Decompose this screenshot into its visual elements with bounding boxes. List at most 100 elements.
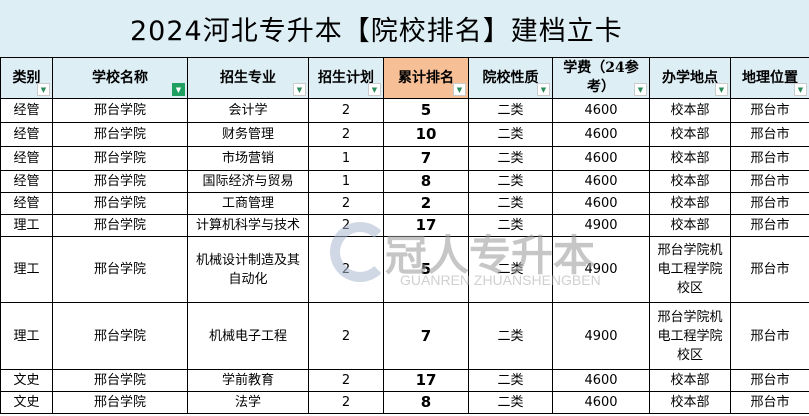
column-header: 类别 ▼ bbox=[0, 57, 53, 99]
table-cell: 邢台市 bbox=[730, 192, 809, 215]
table-cell: 经管 bbox=[0, 122, 53, 147]
filter-dropdown-icon[interactable]: ▼ bbox=[37, 83, 50, 96]
column-header: 办学地点 ▼ bbox=[649, 57, 731, 99]
table-cell: 法学 bbox=[187, 391, 309, 414]
column-header: 学费（24参考） ▼ bbox=[552, 57, 650, 99]
table-cell: 2 bbox=[308, 122, 384, 147]
table-cell: 理工 bbox=[0, 236, 53, 303]
table-cell: 4600 bbox=[552, 391, 650, 414]
table-cell: 邢台学院 bbox=[52, 122, 188, 147]
table-cell: 二类 bbox=[468, 146, 553, 171]
filter-dropdown-icon[interactable]: ▼ bbox=[794, 83, 807, 96]
table-cell: 二类 bbox=[468, 236, 553, 303]
column-header: 招生计划 ▼ bbox=[308, 57, 384, 99]
table-cell: 邢台学院 bbox=[52, 146, 188, 171]
column-header-label: 累计排名 bbox=[398, 69, 454, 86]
column-header: 学校名称 ▼ bbox=[52, 57, 188, 99]
table-cell: 邢台学院 bbox=[52, 369, 188, 392]
table-cell: 财务管理 bbox=[187, 122, 309, 147]
table-cell: 机械电子工程 bbox=[187, 302, 309, 370]
table-cell: 文史 bbox=[0, 391, 53, 414]
table-cell: 4600 bbox=[552, 122, 650, 147]
table-cell: 经管 bbox=[0, 192, 53, 215]
table-cell: 邢台市 bbox=[730, 170, 809, 193]
table-row: 经管 邢台学院 会计学 2 5 二类 4600 校本部 邢台市 bbox=[0, 98, 809, 123]
filter-dropdown-icon[interactable]: ▼ bbox=[453, 83, 466, 96]
table-cell: 10 bbox=[383, 122, 469, 147]
table-cell: 校本部 bbox=[649, 391, 731, 414]
table-cell: 7 bbox=[383, 146, 469, 171]
table-cell: 8 bbox=[383, 170, 469, 193]
table-cell: 邢台市 bbox=[730, 214, 809, 237]
filter-dropdown-icon[interactable]: ▼ bbox=[293, 83, 306, 96]
column-header-label: 类别 bbox=[12, 69, 41, 86]
table-cell: 邢台学院 bbox=[52, 214, 188, 237]
table-cell: 邢台市 bbox=[730, 236, 809, 303]
table-cell: 2 bbox=[308, 192, 384, 215]
table-cell: 经管 bbox=[0, 98, 53, 123]
filter-dropdown-icon[interactable]: ▼ bbox=[715, 83, 728, 96]
table-row: 理工 邢台学院 机械设计制造及其自动化 2 5 二类 4900 邢台学院机电工程学院校区 邢台市 bbox=[0, 236, 809, 303]
table-cell: 5 bbox=[383, 98, 469, 123]
table-cell: 4600 bbox=[552, 170, 650, 193]
table-cell: 工商管理 bbox=[187, 192, 309, 215]
column-header-label: 学校名称 bbox=[92, 69, 148, 86]
table-cell: 2 bbox=[308, 98, 384, 123]
table-cell: 二类 bbox=[468, 391, 553, 414]
table-cell: 2 bbox=[308, 236, 384, 303]
table-row: 理工 邢台学院 计算机科学与技术 2 17 二类 4900 校本部 邢台市 bbox=[0, 214, 809, 237]
header-row: 类别 ▼ 学校名称 ▼ 招生专业 ▼ 招生计划 ▼ 累计排名 ▼ 院校性质 ▼ 学费（24参考） ▼ 办学地… bbox=[0, 57, 809, 99]
table-cell: 4600 bbox=[552, 369, 650, 392]
table-cell: 经管 bbox=[0, 170, 53, 193]
table-cell: 4600 bbox=[552, 146, 650, 171]
table-cell: 4900 bbox=[552, 236, 650, 303]
table-cell: 校本部 bbox=[649, 214, 731, 237]
table-row: 文史 邢台学院 法学 2 8 二类 4600 校本部 邢台市 bbox=[0, 391, 809, 414]
table-cell: 二类 bbox=[468, 98, 553, 123]
table-cell: 邢台学院机电工程学院校区 bbox=[649, 236, 731, 303]
table-row: 文史 邢台学院 学前教育 2 17 二类 4600 校本部 邢台市 bbox=[0, 369, 809, 392]
column-header-label: 招生专业 bbox=[220, 69, 276, 86]
table-cell: 2 bbox=[308, 214, 384, 237]
column-header-label: 招生计划 bbox=[318, 69, 374, 86]
table-cell: 4600 bbox=[552, 98, 650, 123]
table-cell: 机械设计制造及其自动化 bbox=[187, 236, 309, 303]
table-cell: 理工 bbox=[0, 214, 53, 237]
column-header-label: 院校性质 bbox=[482, 69, 539, 86]
table-cell: 17 bbox=[383, 214, 469, 237]
table-row: 理工 邢台学院 机械电子工程 2 7 二类 4900 邢台学院机电工程学院校区 邢台市 bbox=[0, 302, 809, 370]
table-cell: 邢台学院 bbox=[52, 302, 188, 370]
table-cell: 校本部 bbox=[649, 122, 731, 147]
table-cell: 校本部 bbox=[649, 98, 731, 123]
table-cell: 2 bbox=[383, 192, 469, 215]
table-cell: 二类 bbox=[468, 170, 553, 193]
column-header: 招生专业 ▼ bbox=[187, 57, 309, 99]
filter-dropdown-icon[interactable]: ▼ bbox=[634, 83, 647, 96]
table-cell: 2 bbox=[308, 302, 384, 370]
table-cell: 邢台市 bbox=[730, 122, 809, 147]
table-row: 经管 邢台学院 工商管理 2 2 二类 4600 校本部 邢台市 bbox=[0, 192, 809, 215]
table-cell: 邢台学院 bbox=[52, 170, 188, 193]
page-title: 2024河北专升本【院校排名】建档立卡 bbox=[0, 0, 809, 57]
filter-dropdown-icon[interactable]: ▼ bbox=[368, 83, 381, 96]
filter-dropdown-icon[interactable]: ▼ bbox=[537, 83, 550, 96]
table-cell: 邢台学院 bbox=[52, 98, 188, 123]
table-cell: 计算机科学与技术 bbox=[187, 214, 309, 237]
table-cell: 二类 bbox=[468, 192, 553, 215]
table-row: 经管 邢台学院 国际经济与贸易 1 8 二类 4600 校本部 邢台市 bbox=[0, 170, 809, 193]
table-cell: 邢台市 bbox=[730, 391, 809, 414]
table-cell: 8 bbox=[383, 391, 469, 414]
column-header: 院校性质 ▼ bbox=[468, 57, 553, 99]
table-cell: 二类 bbox=[468, 302, 553, 370]
table-cell: 邢台学院 bbox=[52, 391, 188, 414]
table-cell: 邢台市 bbox=[730, 146, 809, 171]
table-row: 经管 邢台学院 财务管理 2 10 二类 4600 校本部 邢台市 bbox=[0, 122, 809, 147]
filter-active-icon[interactable]: ▼ bbox=[172, 83, 185, 96]
table-cell: 会计学 bbox=[187, 98, 309, 123]
table-cell: 邢台学院 bbox=[52, 236, 188, 303]
column-header-label: 办学地点 bbox=[662, 69, 718, 86]
table-cell: 4900 bbox=[552, 302, 650, 370]
table-row: 经管 邢台学院 市场营销 1 7 二类 4600 校本部 邢台市 bbox=[0, 146, 809, 171]
table-cell: 二类 bbox=[468, 214, 553, 237]
table-cell: 1 bbox=[308, 170, 384, 193]
